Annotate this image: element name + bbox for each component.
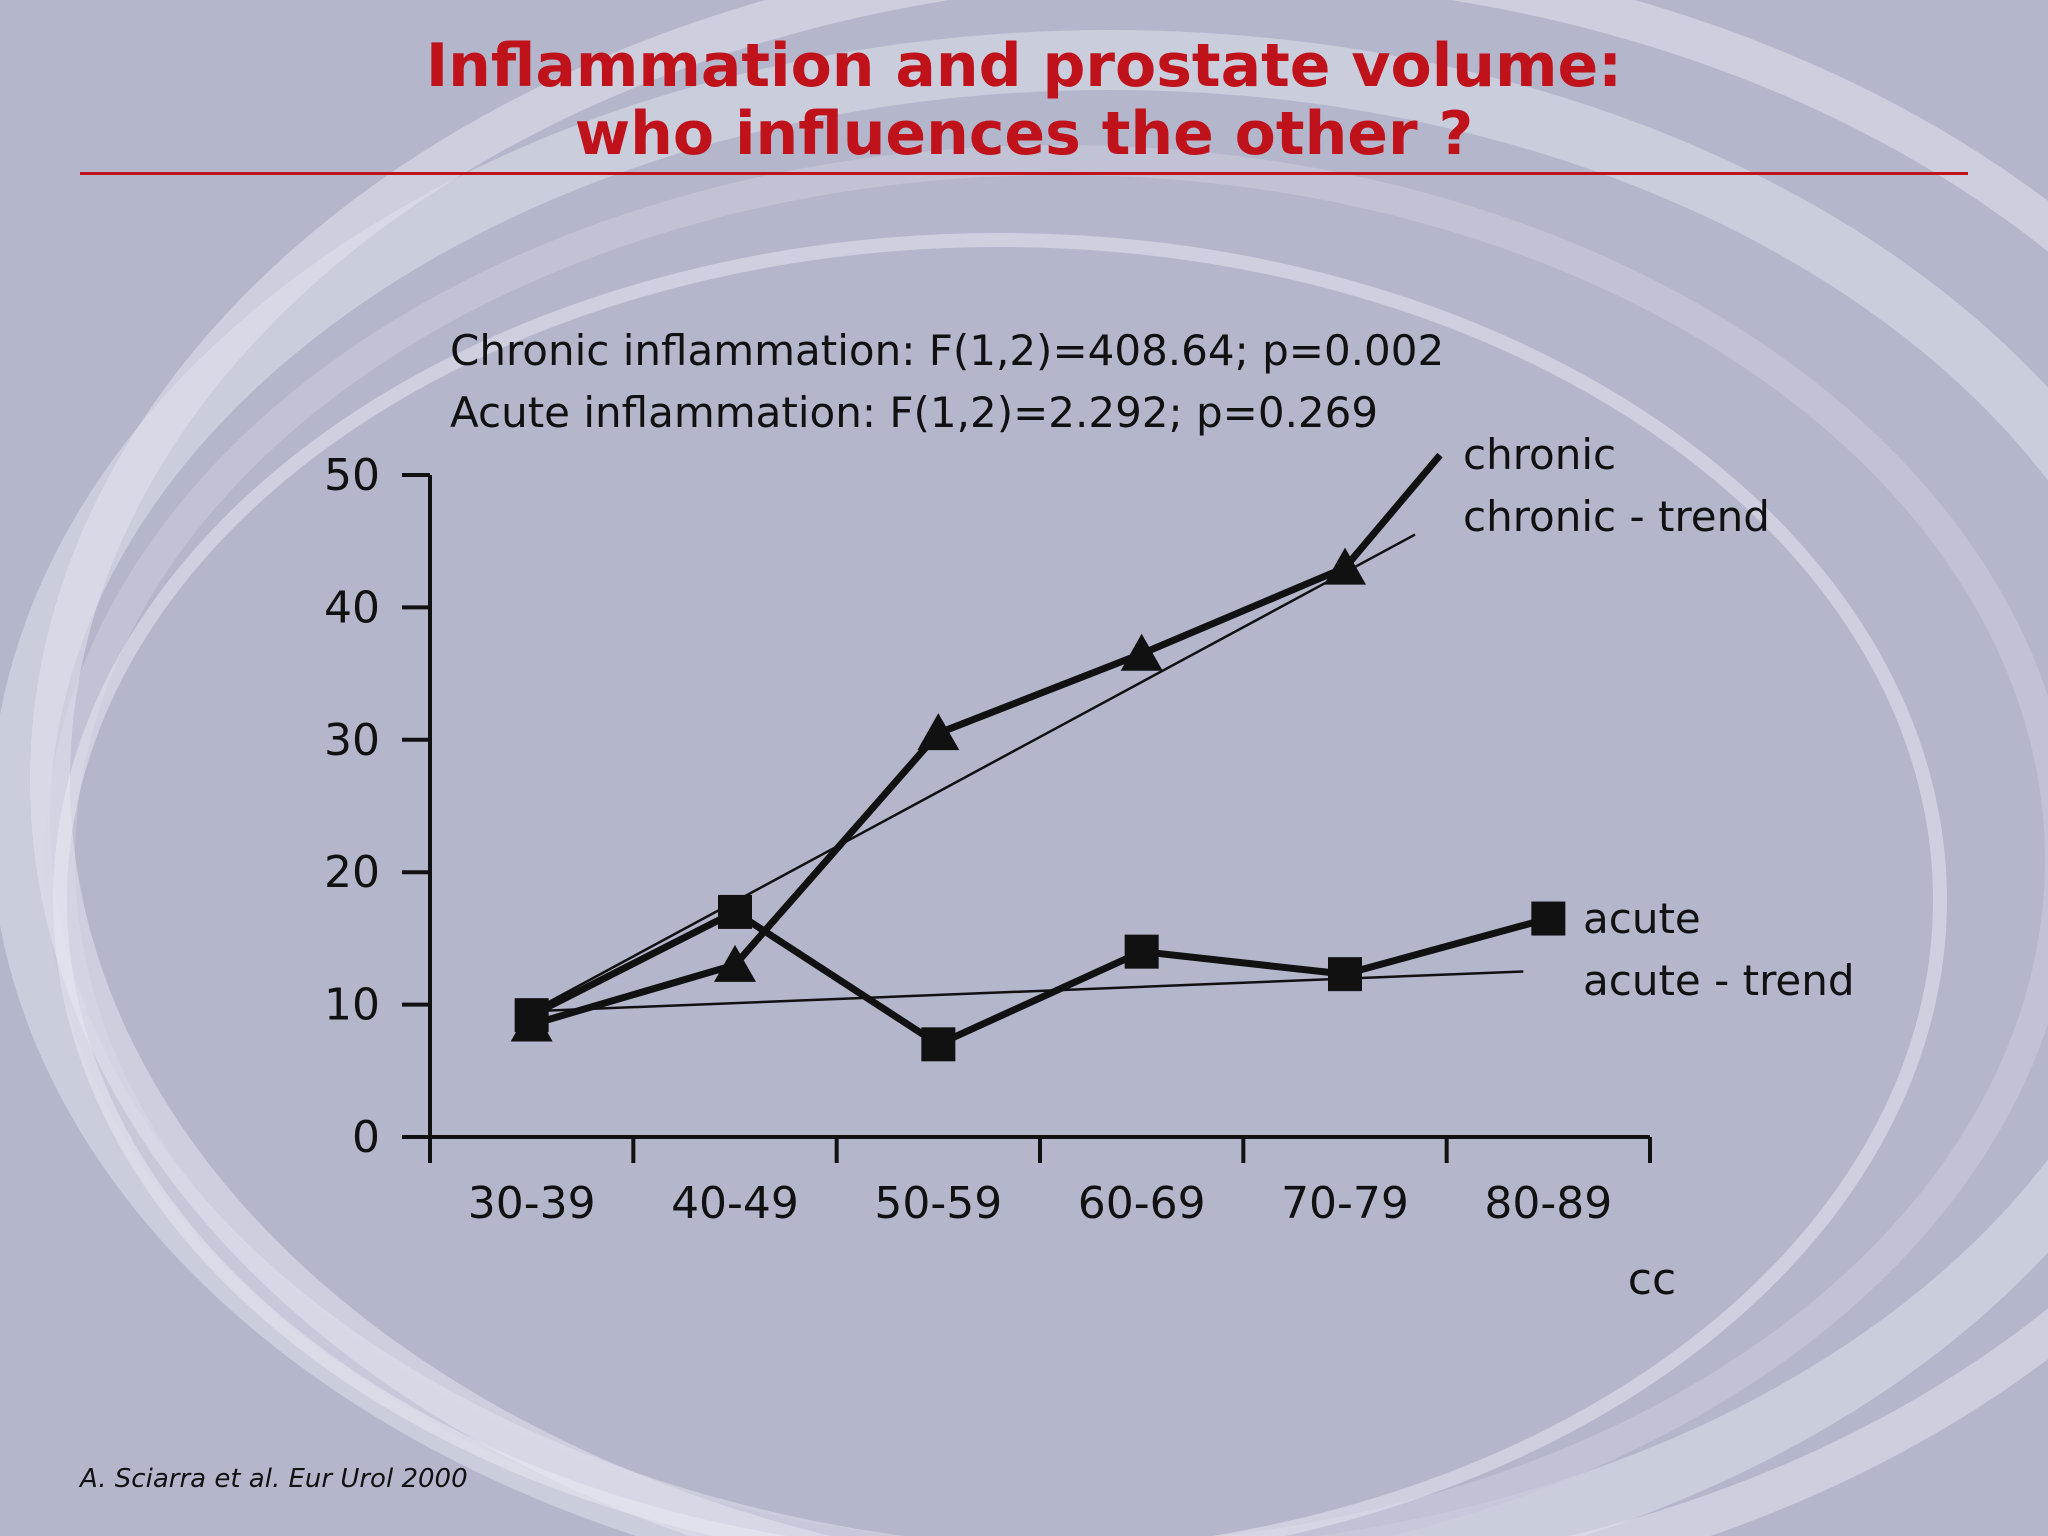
- y-tick-label-30: 30: [324, 715, 380, 766]
- legend-acute: acute: [1583, 894, 1701, 943]
- chronic-point-70-79: [1324, 547, 1366, 585]
- x-tick-label-80-89: 80-89: [1484, 1178, 1612, 1229]
- x-tick-label-30-39: 30-39: [468, 1178, 596, 1229]
- legend-acute-trend: acute - trend: [1583, 956, 1855, 1005]
- slide-title-line-1: Inflammation and prostate volume:: [425, 31, 1623, 101]
- legend-chronic: chronic: [1463, 430, 1617, 479]
- acute-point-40-49: [718, 894, 752, 929]
- chronic-point-60-69: [1120, 633, 1163, 671]
- title-divider: [80, 172, 1968, 175]
- y-tick-label-20: 20: [324, 847, 380, 898]
- acute-point-50-59: [921, 1027, 956, 1062]
- acute-stat-annotation: Acute inflammation: F(1,2)=2.292; p=0.26…: [450, 388, 1379, 437]
- x-tick-label-60-69: 60-69: [1078, 1178, 1206, 1229]
- chronic-point-40-49: [714, 944, 756, 982]
- y-tick-label-40: 40: [324, 582, 380, 633]
- y-tick-label-50: 50: [324, 450, 380, 501]
- chronic-series-line: [530, 452, 1443, 1028]
- acute-point-80-89: [1531, 901, 1566, 936]
- chart-series: [510, 452, 1566, 1062]
- chronic-stat-annotation: Chronic inflammation: F(1,2)=408.64; p=0…: [450, 326, 1445, 375]
- x-tick-label-70-79: 70-79: [1281, 1178, 1409, 1229]
- slide-title-line-2: who influences the other ?: [574, 99, 1474, 169]
- chart-labels: 0 10 20 30 40 50 30-39 40-49 50-59 60-69 70-79 80-8…: [324, 450, 1676, 1305]
- legend-chronic-trend: chronic - trend: [1463, 492, 1770, 541]
- x-tick-label-50-59: 50-59: [874, 1178, 1002, 1229]
- chronic-point-30-39: [510, 1004, 553, 1042]
- chronic-trend-line: [531, 533, 1416, 1013]
- acute-point-60-69: [1124, 934, 1159, 969]
- x-axis-label: cc: [1628, 1254, 1676, 1305]
- acute-point-70-79: [1328, 957, 1362, 992]
- chart-axes: [402, 473, 1652, 1163]
- y-tick-label-0: 0: [352, 1112, 380, 1163]
- y-tick-label-10: 10: [324, 980, 380, 1031]
- source-citation: A. Sciarra et al. Eur Urol 2000: [80, 1464, 468, 1494]
- chronic-point-50-59: [917, 713, 960, 751]
- x-tick-label-40-49: 40-49: [671, 1178, 799, 1229]
- acute-series-line: [530, 908, 1550, 1048]
